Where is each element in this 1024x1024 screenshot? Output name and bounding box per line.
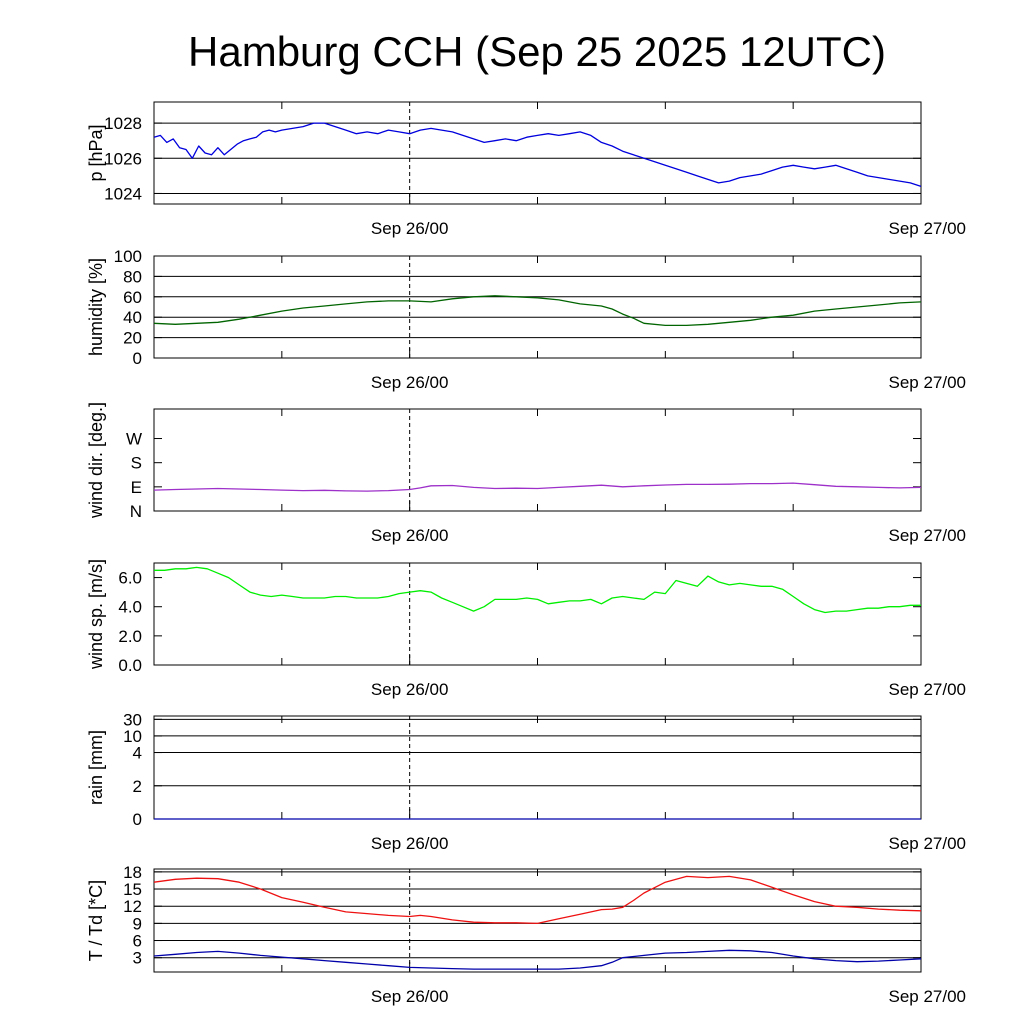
- y-tick-label: 40: [123, 308, 142, 327]
- y-tick-label: 6.0: [118, 569, 142, 588]
- y-axis-label: p [hPa]: [86, 124, 106, 181]
- x-tick-label: Sep 26/00: [371, 373, 449, 392]
- series-line-pressure: [153, 122, 922, 188]
- plot-frame: [153, 255, 922, 359]
- y-tick-label: N: [130, 502, 142, 521]
- plot-frame: [153, 408, 922, 512]
- plot-frame: [153, 101, 922, 205]
- plot-frame: [153, 715, 922, 820]
- plot-frame: [153, 562, 922, 666]
- y-tick-label: 10: [123, 727, 142, 746]
- y-tick-label: 1026: [104, 149, 142, 168]
- x-tick-label: Sep 27/00: [888, 219, 966, 238]
- y-axis-label: wind sp. [m/s]: [86, 559, 106, 670]
- y-tick-label: 4.0: [118, 598, 142, 617]
- x-tick-label: Sep 27/00: [888, 834, 966, 853]
- y-tick-label: 1024: [104, 184, 142, 203]
- y-tick-label: 2.0: [118, 627, 142, 646]
- y-tick-label: 4: [133, 744, 142, 763]
- series-line-temperature: [153, 949, 922, 970]
- y-tick-label: 12: [123, 897, 142, 916]
- series-line-wind_speed: [154, 566, 921, 614]
- y-tick-label: 6: [133, 932, 142, 951]
- x-tick-label: Sep 26/00: [371, 987, 449, 1006]
- y-tick-label: 80: [123, 267, 142, 286]
- x-tick-label: Sep 26/00: [371, 680, 449, 699]
- x-tick-label: Sep 26/00: [371, 834, 449, 853]
- x-tick-label: Sep 27/00: [888, 373, 966, 392]
- y-tick-label: 0.0: [118, 656, 142, 675]
- y-axis-label: rain [mm]: [86, 730, 106, 805]
- x-tick-label: Sep 27/00: [888, 987, 966, 1006]
- x-tick-label: Sep 26/00: [371, 526, 449, 545]
- y-tick-label: 1028: [104, 114, 142, 133]
- y-tick-label: 0: [133, 810, 142, 829]
- series-line-humidity: [153, 295, 922, 327]
- y-tick-label: 3: [133, 949, 142, 968]
- y-axis-label: humidity [%]: [86, 258, 106, 356]
- panel-wind_speed: 0.0 2.0 4.0 6.0 wind sp. [m/s] Sep 26/00 Sep 2…: [86, 559, 966, 699]
- chart-title: Hamburg CCH (Sep 25 2025 12UTC): [188, 28, 886, 75]
- x-tick-label: Sep 27/00: [888, 680, 966, 699]
- y-tick-label: 2: [133, 777, 142, 796]
- y-tick-label: 0: [133, 349, 142, 368]
- x-tick-label: Sep 26/00: [371, 219, 449, 238]
- y-tick-label: 9: [133, 914, 142, 933]
- y-tick-label: 30: [123, 710, 142, 729]
- series-line-temperature: [153, 875, 922, 925]
- y-tick-label: 100: [114, 247, 142, 266]
- y-tick-label: S: [131, 454, 142, 473]
- y-tick-label: 15: [123, 880, 142, 899]
- y-axis-label: wind dir. [deg.]: [86, 402, 106, 519]
- y-tick-label: 60: [123, 288, 142, 307]
- x-tick-label: Sep 27/00: [888, 526, 966, 545]
- y-tick-label: E: [131, 478, 142, 497]
- y-tick-label: W: [126, 430, 142, 449]
- y-axis-label: T / Td [*C]: [86, 880, 106, 961]
- y-tick-label: 20: [123, 329, 142, 348]
- series-line-wind_dir: [153, 482, 922, 492]
- y-tick-label: 18: [123, 863, 142, 882]
